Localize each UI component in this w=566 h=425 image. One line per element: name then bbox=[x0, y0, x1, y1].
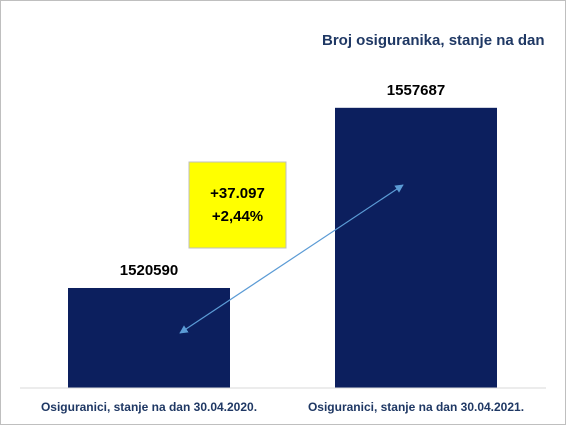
bar bbox=[335, 107, 497, 388]
chart-title: Broj osiguranika, stanje na dan bbox=[322, 32, 545, 49]
bar bbox=[68, 287, 230, 388]
data-label: 1557687 bbox=[387, 82, 445, 99]
annotation-text: +2,44% bbox=[212, 208, 263, 225]
x-tick-label: Osiguranici, stanje na dan 30.04.2020. bbox=[41, 400, 257, 414]
arrow bbox=[179, 184, 404, 334]
x-tick-label: Osiguranici, stanje na dan 30.04.2021. bbox=[308, 400, 524, 414]
data-label: 1520590 bbox=[120, 262, 178, 279]
annotation-box bbox=[188, 161, 287, 249]
annotation-text: +37.097 bbox=[210, 185, 265, 202]
